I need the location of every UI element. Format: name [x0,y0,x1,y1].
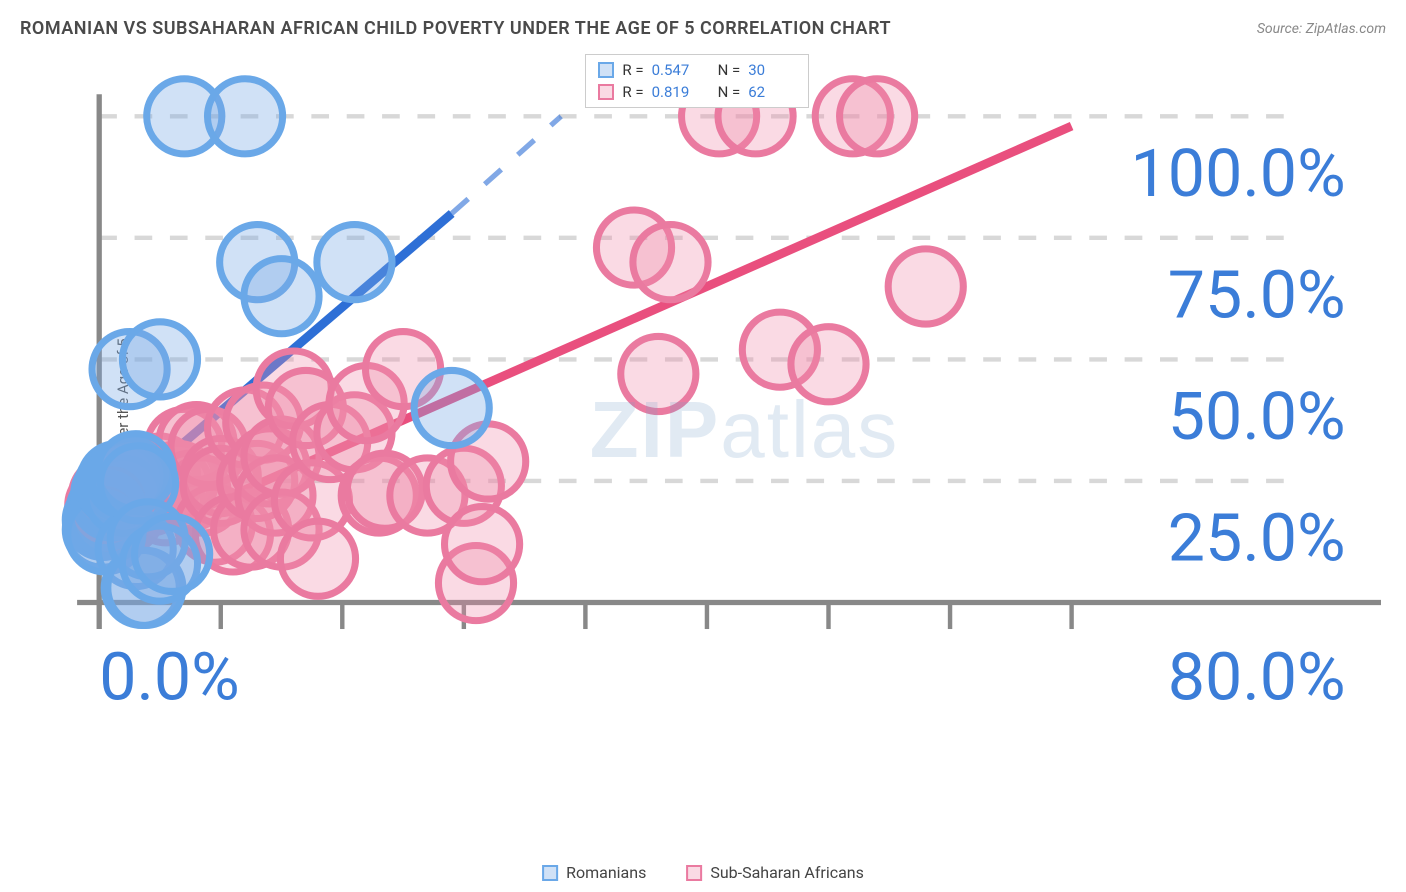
svg-text:75.0%: 75.0% [1168,256,1346,334]
statistics-box: R = 0.547 N = 30 R = 0.819 N = 62 [585,54,809,108]
legend-marker-icon [686,865,702,881]
legend-marker-icon [598,84,614,100]
svg-text:25.0%: 25.0% [1168,500,1346,578]
stat-n-label: N = [718,61,741,79]
scatter-plot: 25.0% 50.0% 75.0% 100.0% 0.0% 80.0% [55,50,1381,713]
svg-text:80.0%: 80.0% [1168,639,1346,713]
stats-row: R = 0.547 N = 30 [598,61,796,79]
chart-area: Child Poverty Under the Age of 5 25.0%50… [55,50,1381,842]
stat-n-value: 30 [748,61,796,79]
legend-marker-icon [542,865,558,881]
chart-title: ROMANIAN VS SUBSAHARAN AFRICAN CHILD POV… [20,18,891,39]
svg-text:50.0%: 50.0% [1168,378,1346,456]
legend-label: Romanians [566,863,646,882]
stat-n-label: N = [718,83,741,101]
legend-item-romanians: Romanians [542,863,646,882]
stat-r-label: R = [622,83,643,101]
header: ROMANIAN VS SUBSAHARAN AFRICAN CHILD POV… [20,18,1386,39]
source-attribution: Source: ZipAtlas.com [1257,21,1386,37]
svg-text:100.0%: 100.0% [1131,135,1346,213]
legend-label: Sub-Saharan Africans [710,863,864,882]
stat-r-value: 0.819 [652,83,700,101]
svg-text:0.0%: 0.0% [99,639,240,713]
stat-r-value: 0.547 [652,61,700,79]
bottom-legend: Romanians Sub-Saharan Africans [542,863,864,882]
stat-r-label: R = [622,61,643,79]
legend-marker-icon [598,62,614,78]
stat-n-value: 62 [748,83,796,101]
legend-item-subsaharan: Sub-Saharan Africans [686,863,864,882]
stats-row: R = 0.819 N = 62 [598,83,796,101]
